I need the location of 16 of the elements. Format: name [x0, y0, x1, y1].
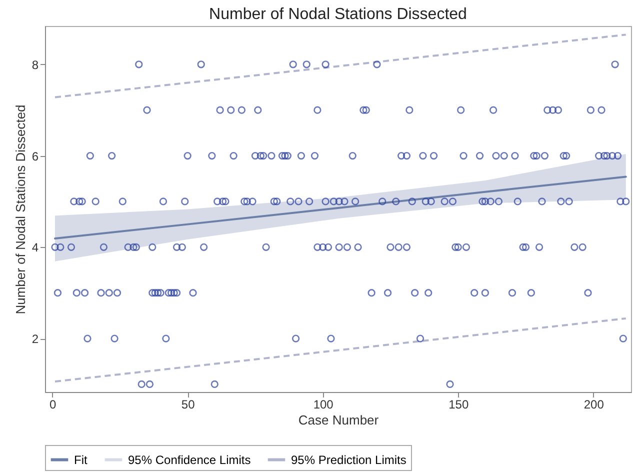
y-tick-label: 6: [32, 149, 39, 164]
text: 95% Confidence Limits: [128, 452, 251, 467]
legend-label: Fit: [74, 452, 88, 467]
legend-label: 95% Prediction Limits: [291, 452, 406, 467]
y-tick-label: 2: [32, 332, 39, 346]
y-tick-label: 4: [32, 240, 39, 255]
x-tick-label: 200: [584, 398, 604, 412]
x-tick-label: 150: [448, 398, 469, 412]
y-tick-label: 8: [32, 58, 39, 72]
x-tick-label: 50: [181, 398, 196, 412]
x-tick-label: 0: [49, 398, 56, 412]
x-axis-title: Case Number: [298, 412, 380, 428]
chart-title: Number of Nodal Stations Dissected: [209, 6, 467, 23]
x-tick-label: 100: [313, 398, 334, 412]
y-axis-title: Number of Nodal Stations Dissected: [12, 104, 28, 314]
line-series: [54, 176, 627, 240]
